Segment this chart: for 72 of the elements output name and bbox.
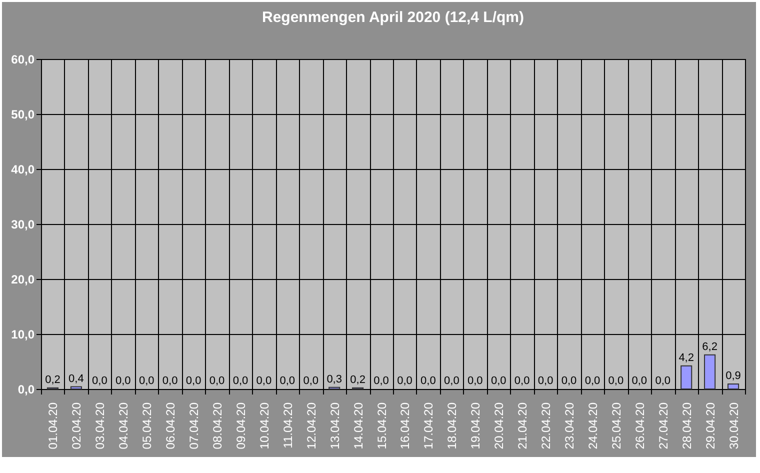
x-tick-label: 03.04.20 (93, 402, 108, 450)
x-tick-label: 28.04.20 (680, 402, 694, 450)
x-tick-label: 09.04.20 (234, 402, 248, 450)
y-tick-label: 40,0 (11, 162, 35, 176)
data-label: 0,9 (726, 370, 741, 382)
x-tick-label: 02.04.20 (70, 402, 84, 450)
bar (70, 386, 82, 390)
x-tick-label: 04.04.20 (116, 402, 131, 450)
x-tick-label: 16.04.20 (398, 402, 412, 450)
data-label: 0,0 (444, 375, 460, 387)
data-label: 0,2 (350, 374, 366, 386)
x-tick-label: 18.04.20 (445, 402, 460, 450)
bar (727, 384, 740, 390)
data-label: 0,0 (608, 375, 624, 387)
data-label: 0,0 (584, 375, 600, 387)
x-tick-label: 05.04.20 (140, 402, 154, 450)
x-tick-label: 25.04.20 (609, 402, 624, 450)
data-label: 0,0 (538, 375, 554, 387)
data-label: 0,0 (232, 375, 248, 387)
data-label: 0,0 (138, 375, 154, 387)
x-tick-label: 23.04.20 (562, 402, 576, 450)
data-label: 4,2 (678, 352, 694, 364)
x-tick-label: 01.04.20 (46, 402, 60, 450)
data-label: 0,0 (115, 375, 131, 387)
y-tick-label: 20,0 (11, 272, 35, 286)
bar (680, 365, 692, 390)
x-tick-label: 06.04.20 (164, 402, 178, 450)
data-label: 0,3 (326, 373, 342, 386)
data-label: 0,0 (162, 375, 178, 387)
data-label: 0,0 (92, 375, 108, 387)
data-label: 0,0 (467, 375, 483, 387)
x-tick-label: 22.04.20 (539, 402, 554, 450)
data-label: 0,0 (397, 375, 412, 387)
y-tick-label: 50,0 (11, 108, 35, 122)
x-tick-label: 11.04.20 (280, 402, 295, 448)
x-tick-label: 13.04.20 (328, 402, 342, 450)
data-label: 0,0 (514, 375, 530, 387)
x-tick-label: 29.04.20 (703, 402, 718, 450)
x-tick-label: 27.04.20 (656, 402, 670, 450)
y-tick-label: 30,0 (11, 218, 35, 232)
x-tick-label: 30.04.20 (726, 402, 741, 450)
x-tick-label: 21.04.20 (516, 402, 530, 450)
data-label: 0,0 (490, 375, 506, 387)
data-label: 0,0 (303, 375, 319, 387)
data-label: 0,0 (632, 375, 648, 387)
bar (704, 354, 716, 390)
x-tick-label: 26.04.20 (632, 402, 647, 450)
data-label: 0,0 (280, 375, 296, 387)
data-label: 0,2 (45, 374, 60, 386)
x-tick-label: 19.04.20 (468, 402, 483, 450)
x-tick-label: 17.04.20 (422, 402, 436, 450)
x-tick-label: 20.04.20 (492, 402, 506, 450)
x-tick-label: 14.04.20 (351, 402, 366, 450)
chart-title: Regenmengen April 2020 (12,4 L/qm) (262, 9, 524, 26)
data-label: 0,0 (561, 375, 577, 387)
x-tick-label: 07.04.20 (187, 402, 202, 450)
x-tick-label: 08.04.20 (210, 402, 224, 450)
x-tick-label: 10.04.20 (257, 402, 272, 450)
x-tick-label: 15.04.20 (374, 402, 389, 450)
data-label: 0,0 (209, 375, 225, 387)
x-tick-label: 24.04.20 (586, 402, 600, 450)
data-label: 0,0 (186, 375, 202, 387)
x-tick-label: 12.04.20 (304, 402, 318, 450)
data-label: 0,0 (256, 375, 272, 387)
y-tick-label: 10,0 (11, 328, 35, 342)
data-label: 0,0 (655, 375, 671, 387)
data-label: 0,0 (374, 375, 389, 387)
data-label: 0,4 (68, 372, 84, 385)
data-label: 0,0 (420, 375, 436, 387)
y-tick-label: 0,0 (18, 382, 35, 396)
data-label: 6,2 (702, 340, 718, 353)
y-tick-label: 60,0 (11, 52, 35, 66)
